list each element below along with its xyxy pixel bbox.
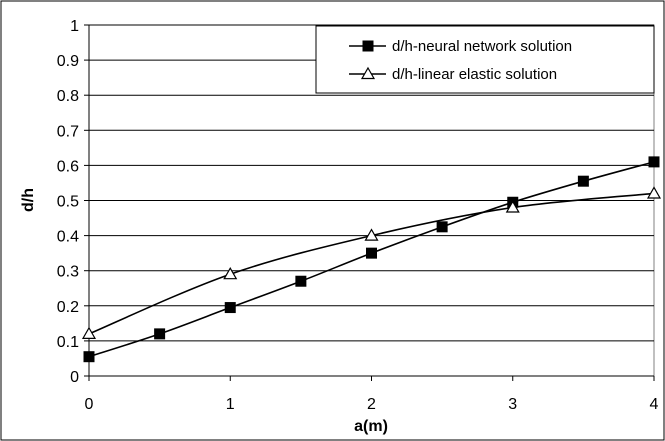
series-1-point-0 <box>81 326 97 339</box>
series-1-point-2 <box>364 228 379 241</box>
legend-label-1: d/h-linear elastic solution <box>392 66 557 83</box>
y-tick-label-5: 0.5 <box>57 194 79 211</box>
legend-marker-1 <box>360 66 376 80</box>
y-tick-label-7: 0.7 <box>57 123 79 140</box>
legend: d/h-neural network solution d/h-linear el… <box>315 25 655 94</box>
series-0-point-2 <box>224 302 236 314</box>
series-0-point-3 <box>295 275 307 287</box>
series-0-point-4 <box>366 247 377 259</box>
series-1-point-3 <box>505 200 520 213</box>
x-tick-label-4: 4 <box>650 396 659 413</box>
y-axis-title: d/h <box>20 188 37 212</box>
series-0-point-0 <box>83 351 95 363</box>
axes: 0 0.1 0.2 0.3 0.4 0.5 0.6 0.7 0.8 0.9 1 0 1 2 3 4 <box>57 18 659 413</box>
y-tick-label-6: 0.6 <box>57 158 79 175</box>
x-tick-label-0: 0 <box>85 396 94 413</box>
y-tick-label-3: 0.3 <box>57 264 79 281</box>
x-axis-title: a(m) <box>354 418 388 435</box>
legend-marker-0 <box>362 40 374 52</box>
x-tick-label-2: 2 <box>367 396 376 413</box>
x-tick-label-3: 3 <box>508 396 517 413</box>
y-tick-label-9: 0.9 <box>57 53 79 70</box>
series-1-point-4 <box>646 186 662 199</box>
series-1-point-1 <box>223 267 238 280</box>
series-0-point-8 <box>648 156 660 168</box>
series-0-point-7 <box>577 175 589 187</box>
x-tick-label-1: 1 <box>226 396 235 413</box>
y-tick-label-1: 0.1 <box>57 334 79 351</box>
y-tick-label-10: 1 <box>70 18 79 35</box>
series-0-point-1 <box>154 328 166 340</box>
y-tick-label-4: 0.4 <box>57 229 79 246</box>
series-group <box>81 156 662 363</box>
y-tick-label-8: 0.8 <box>57 88 79 105</box>
legend-box <box>315 25 655 94</box>
y-tick-label-0: 0 <box>70 369 79 386</box>
series-0-point-5 <box>436 221 448 233</box>
y-tick-label-2: 0.2 <box>57 299 79 316</box>
legend-label-0: d/h-neural network solution <box>392 38 572 55</box>
